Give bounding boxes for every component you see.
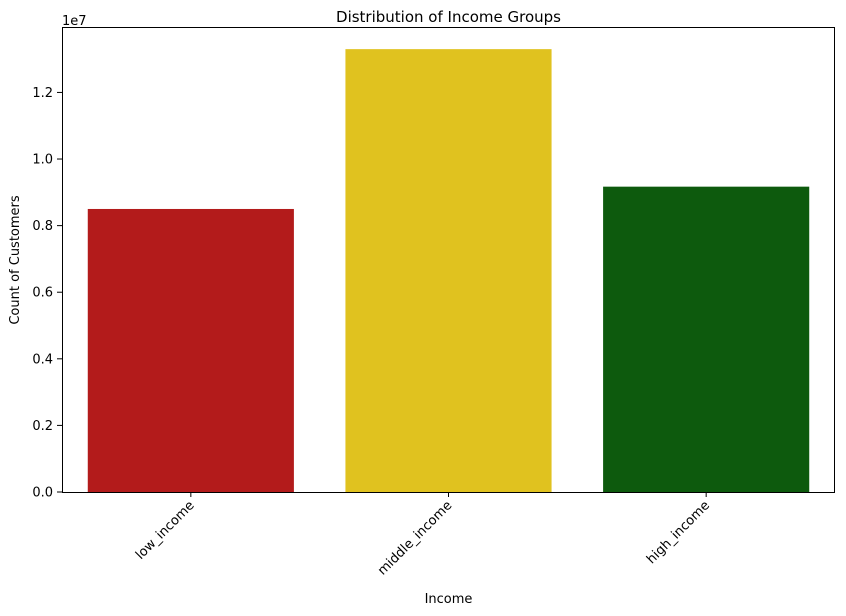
x-axis-label: Income <box>425 592 473 607</box>
y-tick-label: 1.0 <box>32 153 53 168</box>
x-axis-ticks: low_income middle_income high_income <box>133 492 713 578</box>
chart-title: Distribution of Income Groups <box>336 8 561 26</box>
bar-middle_income <box>345 49 552 493</box>
y-tick-label: 0.8 <box>32 219 53 234</box>
y-axis-label: Count of Customers <box>8 195 23 325</box>
bars-group <box>87 49 810 493</box>
x-tick-label: low_income <box>133 498 198 563</box>
y-tick-label: 1.2 <box>32 86 53 101</box>
plot-frame <box>62 27 835 493</box>
x-tick-label: high_income <box>644 498 713 567</box>
y-axis-ticks: 0.0 0.2 0.4 0.6 0.8 1.0 1.2 <box>32 86 62 501</box>
y-tick-label: 0.4 <box>32 352 53 367</box>
bar-low_income <box>87 208 294 492</box>
y-tick-label: 0.2 <box>32 419 53 434</box>
y-tick-label: 0.6 <box>32 286 53 301</box>
bar-high_income <box>603 186 810 492</box>
y-offset-text: 1e7 <box>62 14 87 29</box>
y-tick-label: 0.0 <box>32 486 53 501</box>
x-tick-label: middle_income <box>375 498 455 578</box>
